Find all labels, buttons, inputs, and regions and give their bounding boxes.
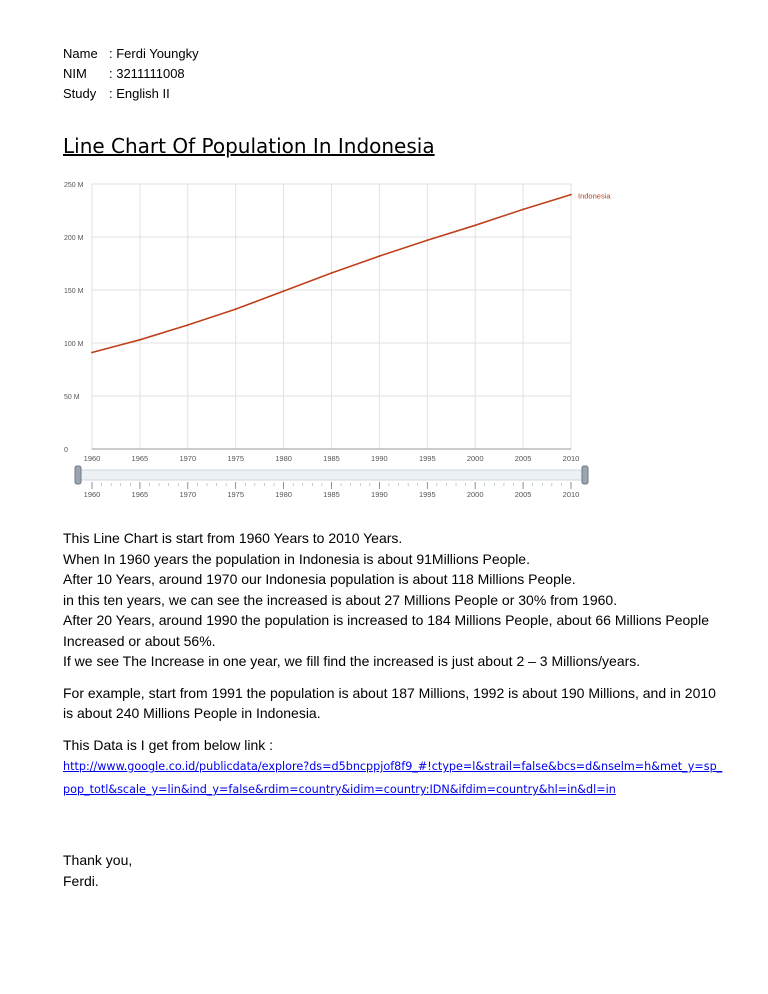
x-tick-label: 1975 xyxy=(227,454,244,463)
x-tick-label: 1965 xyxy=(132,454,149,463)
data-point xyxy=(91,351,93,354)
x-tick-label: 1970 xyxy=(179,454,196,463)
nim-label: NIM xyxy=(63,66,87,81)
y-tick-label: 200 M xyxy=(64,235,84,242)
paragraph: This Line Chart is start from 1960 Years… xyxy=(63,530,403,546)
student-info: Name : Ferdi Youngky NIM : 3211111008 St… xyxy=(63,44,199,104)
y-tick-label: 50 M xyxy=(64,394,80,401)
y-tick-label: 150 M xyxy=(64,288,84,295)
legend-label: Indonesia xyxy=(578,192,611,201)
slider-tick-label: 2005 xyxy=(515,490,532,499)
study-value: : English II xyxy=(109,86,170,101)
slider-tick-label: 2000 xyxy=(467,490,484,499)
x-tick-label: 1985 xyxy=(323,454,340,463)
paragraph: If we see The Increase in one year, we f… xyxy=(63,653,641,669)
name-value: : Ferdi Youngky xyxy=(109,46,199,61)
data-point xyxy=(330,272,333,274)
x-tick-label: 1995 xyxy=(419,454,436,463)
thanks-text: Thank you, xyxy=(63,852,133,868)
x-tick-label: 2010 xyxy=(563,454,580,463)
paragraph: When In 1960 years the population in Ind… xyxy=(63,550,530,567)
document-body: This Line Chart is start from 1960 Years… xyxy=(63,528,723,801)
timeline-slider-track xyxy=(76,469,587,481)
name-row: Name : Ferdi Youngky xyxy=(63,44,199,64)
slider-tick-label: 1985 xyxy=(323,490,340,499)
data-point xyxy=(186,324,189,326)
slider-tick-label: 1965 xyxy=(132,490,149,499)
timeline-slider-right-handle[interactable] xyxy=(581,465,589,485)
source-link[interactable]: http://www.google.co.id/publicdata/explo… xyxy=(63,760,723,796)
paragraph: After 10 Years, around 1970 our Indonesi… xyxy=(63,571,576,587)
slider-tick-label: 1970 xyxy=(179,490,196,499)
document-title: Line Chart Of Population In Indonesia xyxy=(63,134,435,158)
slider-tick-label: 1980 xyxy=(275,490,292,499)
data-point xyxy=(474,224,477,227)
x-tick-label: 1980 xyxy=(275,454,292,463)
slider-tick-label: 2010 xyxy=(563,490,580,499)
data-point xyxy=(426,239,429,242)
name-label: Name xyxy=(63,46,98,61)
study-row: Study : English II xyxy=(63,84,199,104)
y-tick-label: 250 M xyxy=(64,182,84,189)
data-point xyxy=(234,308,237,310)
x-tick-label: 2000 xyxy=(467,454,484,463)
population-line-chart: 1960 1965 1970 1975 1980 1985 1990 1995 2000 2005… xyxy=(64,182,611,499)
paragraph: in this ten years, we can see the increa… xyxy=(63,591,618,608)
closing: Thank you, Ferdi. xyxy=(63,850,132,891)
data-point xyxy=(378,255,381,257)
data-point xyxy=(522,208,524,211)
data-point xyxy=(570,193,572,196)
x-tick-label: 1960 xyxy=(84,454,101,463)
signature: Ferdi. xyxy=(63,872,99,889)
slider-tick-label: 1995 xyxy=(419,490,436,499)
slider-tick-label: 1990 xyxy=(371,490,388,499)
paragraph: After 20 Years, around 1990 the populati… xyxy=(63,612,709,649)
paragraph: This Data is I get from below link : xyxy=(63,736,274,753)
y-tick-label: 100 M xyxy=(64,341,84,348)
slider-tick-label: 1975 xyxy=(227,490,244,499)
y-tick-label: 0 xyxy=(64,447,68,454)
x-tick-label: 2005 xyxy=(515,454,532,463)
data-point xyxy=(139,338,141,341)
nim-row: NIM : 3211111008 xyxy=(63,64,199,84)
timeline-slider-left-handle[interactable] xyxy=(74,465,82,485)
nim-value: : 3211111008 xyxy=(109,66,185,81)
data-point xyxy=(282,290,285,292)
x-tick-label: 1990 xyxy=(371,454,388,463)
slider-tick-label: 1960 xyxy=(84,490,101,499)
paragraph: For example, start from 1991 the populat… xyxy=(63,684,716,722)
study-label: Study xyxy=(63,86,97,101)
